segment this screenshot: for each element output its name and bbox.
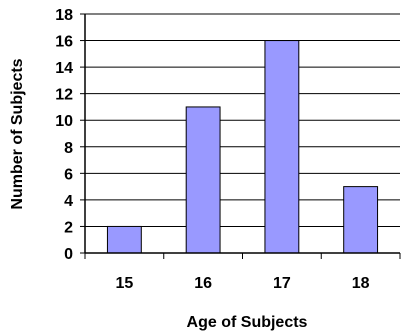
y-tick-label: 0 <box>64 246 73 263</box>
bar-15 <box>106 225 142 254</box>
y-tick-label: 18 <box>55 7 73 24</box>
x-axis-title: Age of Subjects <box>187 314 308 331</box>
x-tick-label: 15 <box>115 275 133 292</box>
bar-16 <box>185 106 221 254</box>
x-tick-label: 18 <box>352 275 370 292</box>
bar-17 <box>264 40 300 254</box>
y-tick-label: 2 <box>64 219 73 236</box>
y-tick-label: 4 <box>64 193 73 210</box>
x-tick-label: 17 <box>273 275 291 292</box>
x-tick-label: 16 <box>194 275 212 292</box>
x-tick-labels: 15 16 17 18 <box>84 253 401 292</box>
y-tick-labels: 0 2 4 6 8 10 12 14 16 18 <box>55 7 85 263</box>
y-tick-label: 14 <box>55 60 73 77</box>
y-tick-label: 8 <box>64 140 73 157</box>
y-tick-label: 10 <box>55 113 73 130</box>
y-tick-label: 16 <box>55 34 73 51</box>
y-tick-label: 12 <box>55 87 73 104</box>
y-tick-label: 6 <box>64 166 73 183</box>
bars <box>106 40 379 254</box>
bar-18 <box>343 186 379 254</box>
y-axis-title: Number of Subjects <box>9 58 26 209</box>
gridlines <box>85 13 400 227</box>
